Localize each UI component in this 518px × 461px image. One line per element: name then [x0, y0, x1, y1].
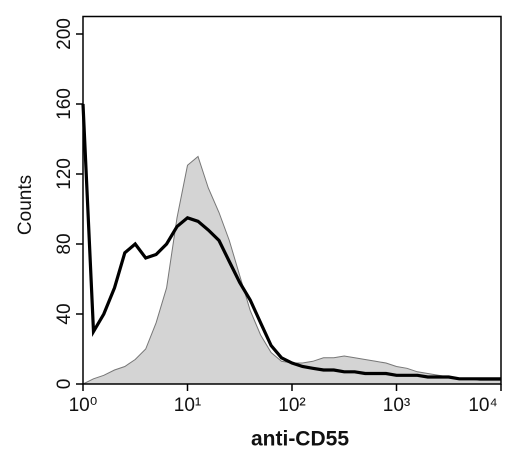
- y-tick-label: 40: [54, 303, 75, 324]
- y-tick-label: 160: [54, 88, 75, 120]
- x-tick-label: 10¹: [174, 395, 201, 416]
- x-tick-label: 10³: [383, 395, 410, 416]
- y-tick-label: 0: [54, 379, 75, 390]
- x-tick-label: 10⁰: [69, 395, 98, 416]
- y-tick-label: 80: [54, 233, 75, 254]
- y-tick-label: 120: [54, 158, 75, 190]
- x-tick-label: 10⁴: [468, 395, 497, 416]
- x-tick-label: 10²: [278, 395, 305, 416]
- line: [81, 103, 501, 381]
- area: [82, 155, 502, 385]
- plot-frame: [82, 15, 502, 385]
- y-tick-label: 200: [54, 18, 75, 50]
- y-axis-label: Counts: [15, 175, 36, 235]
- x-axis-label: anti-CD55: [251, 428, 349, 451]
